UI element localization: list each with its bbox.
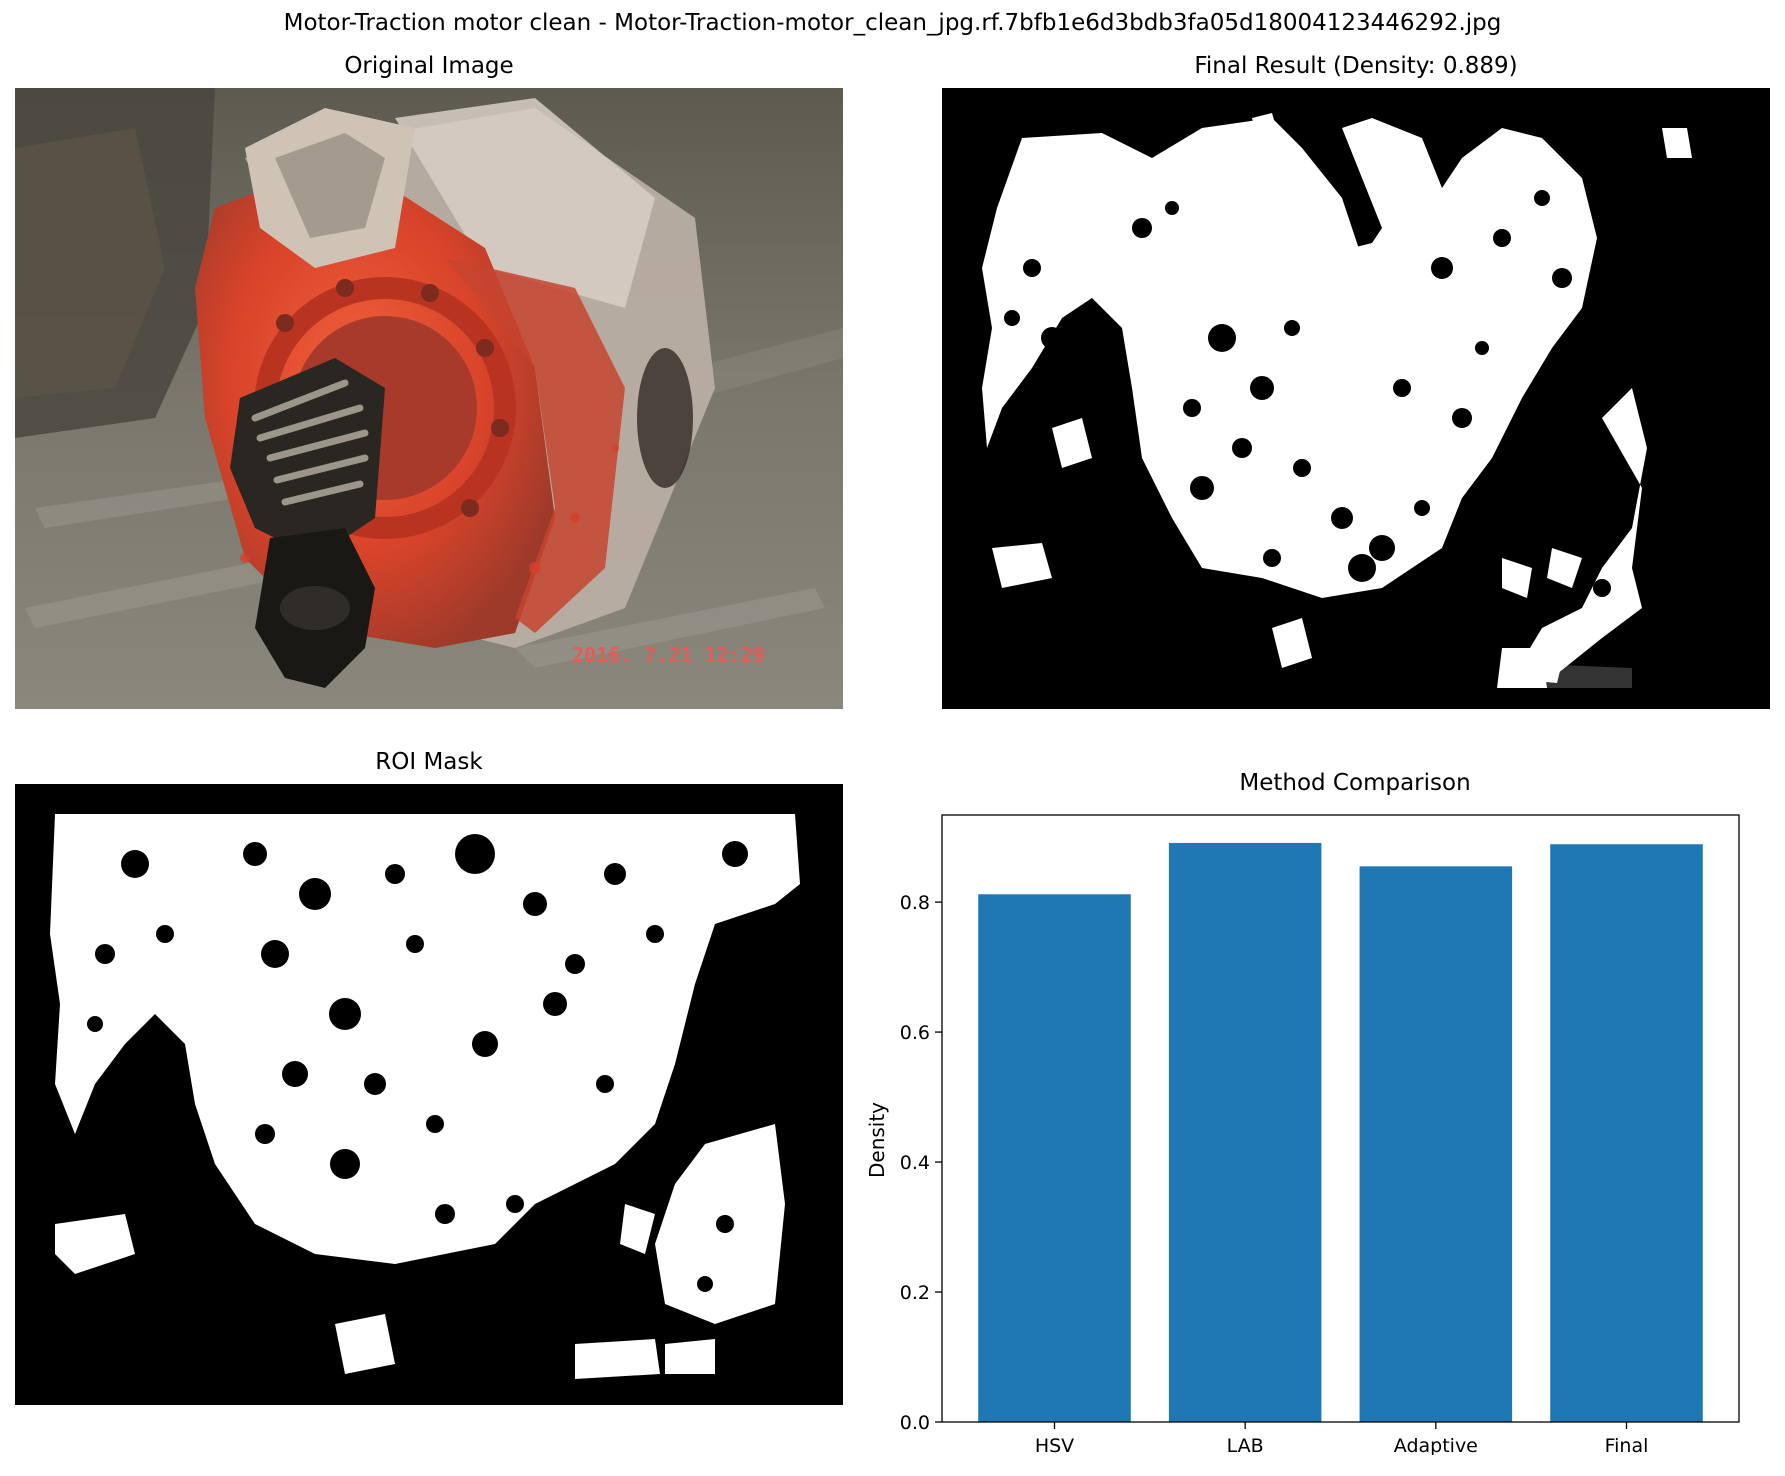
roi-mask-title: ROI Mask [375, 749, 483, 775]
x-tick-label: Adaptive [1394, 1435, 1478, 1455]
y-tick-label: 0.4 [900, 1152, 930, 1174]
bar-final [1550, 844, 1703, 1422]
final-result-title: Final Result (Density: 0.889) [1194, 53, 1518, 79]
y-tick-label: 0.2 [900, 1282, 930, 1304]
bar-adaptive [1359, 866, 1513, 1422]
original-image-photo: 2016. 7.21 12:29 [15, 88, 843, 709]
x-tick-label: HSV [1035, 1435, 1074, 1455]
y-tick-label: 0.6 [900, 1022, 930, 1044]
y-tick-label: 0.8 [900, 892, 930, 914]
chart-plot-area: 0.0 0.2 0.4 0.6 0.8 HSV LAB Adaptive Final [900, 814, 1740, 1455]
y-axis-label: Density [865, 1102, 889, 1178]
photo-timestamp: 2016. 7.21 12:29 [572, 643, 765, 667]
y-tick-label: 0.0 [900, 1412, 930, 1434]
x-tick-label: Final [1605, 1435, 1649, 1455]
method-comparison-chart: Method Comparison 0.0 0.2 0.4 0.6 0.8 HSV LAB A… [865, 770, 1740, 1455]
final-result-mask [942, 88, 1770, 709]
chart-title: Method Comparison [1239, 770, 1470, 796]
bar-hsv [978, 894, 1131, 1422]
figure-suptitle: Motor-Traction motor clean - Motor-Tract… [283, 10, 1502, 36]
original-image-title: Original Image [344, 53, 514, 79]
axes-frame [941, 814, 1740, 1423]
bar-lab [1168, 842, 1322, 1422]
roi-mask-image [15, 784, 843, 1405]
x-tick-label: LAB [1227, 1435, 1264, 1455]
